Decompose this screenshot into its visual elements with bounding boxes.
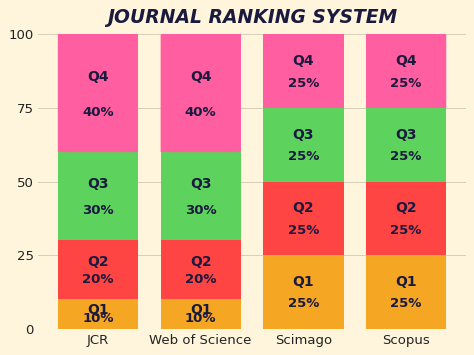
Text: Q1: Q1 xyxy=(292,275,314,289)
FancyBboxPatch shape xyxy=(366,34,446,108)
Bar xyxy=(58,152,138,240)
Text: Q4: Q4 xyxy=(292,54,314,68)
Text: Q4: Q4 xyxy=(395,54,417,68)
Text: 20%: 20% xyxy=(82,273,114,286)
Bar xyxy=(58,34,138,152)
Text: Q2: Q2 xyxy=(292,201,314,215)
Text: Q3: Q3 xyxy=(292,127,314,142)
Text: 10%: 10% xyxy=(185,312,217,325)
Text: 20%: 20% xyxy=(185,273,217,286)
Bar xyxy=(58,240,138,299)
Bar xyxy=(264,108,344,182)
Bar xyxy=(366,255,446,329)
Bar xyxy=(366,108,446,182)
FancyBboxPatch shape xyxy=(264,34,344,108)
Bar xyxy=(264,182,344,255)
Text: 25%: 25% xyxy=(288,150,319,163)
Text: Q3: Q3 xyxy=(395,127,417,142)
Bar xyxy=(264,34,344,108)
Text: Q1: Q1 xyxy=(395,275,417,289)
Text: 30%: 30% xyxy=(185,204,217,217)
Text: Q2: Q2 xyxy=(190,255,211,269)
Bar xyxy=(161,152,241,240)
Bar xyxy=(366,89,446,108)
FancyBboxPatch shape xyxy=(161,34,241,152)
Text: 40%: 40% xyxy=(185,106,217,119)
Text: 25%: 25% xyxy=(391,297,422,310)
Text: 25%: 25% xyxy=(391,224,422,237)
Text: 10%: 10% xyxy=(82,312,114,325)
Text: Q2: Q2 xyxy=(87,255,109,269)
Text: 25%: 25% xyxy=(288,224,319,237)
Text: Q1: Q1 xyxy=(87,303,109,317)
Bar xyxy=(58,299,138,329)
Text: 25%: 25% xyxy=(391,77,422,89)
Bar xyxy=(161,34,241,152)
Title: JOURNAL RANKING SYSTEM: JOURNAL RANKING SYSTEM xyxy=(107,8,397,27)
Bar xyxy=(161,299,241,329)
Text: Q3: Q3 xyxy=(190,177,211,191)
Text: Q4: Q4 xyxy=(87,70,109,84)
FancyBboxPatch shape xyxy=(58,34,138,152)
Text: 40%: 40% xyxy=(82,106,114,119)
Text: 30%: 30% xyxy=(82,204,114,217)
Bar xyxy=(58,123,138,152)
Text: Q3: Q3 xyxy=(87,177,109,191)
Text: 25%: 25% xyxy=(391,150,422,163)
Bar xyxy=(366,182,446,255)
Text: 25%: 25% xyxy=(288,77,319,89)
Text: Q2: Q2 xyxy=(395,201,417,215)
Text: 25%: 25% xyxy=(288,297,319,310)
Bar xyxy=(264,89,344,108)
Bar xyxy=(161,240,241,299)
Text: Q1: Q1 xyxy=(190,303,211,317)
Text: Q4: Q4 xyxy=(190,70,211,84)
Bar xyxy=(366,34,446,108)
Bar xyxy=(264,255,344,329)
Bar xyxy=(161,123,241,152)
